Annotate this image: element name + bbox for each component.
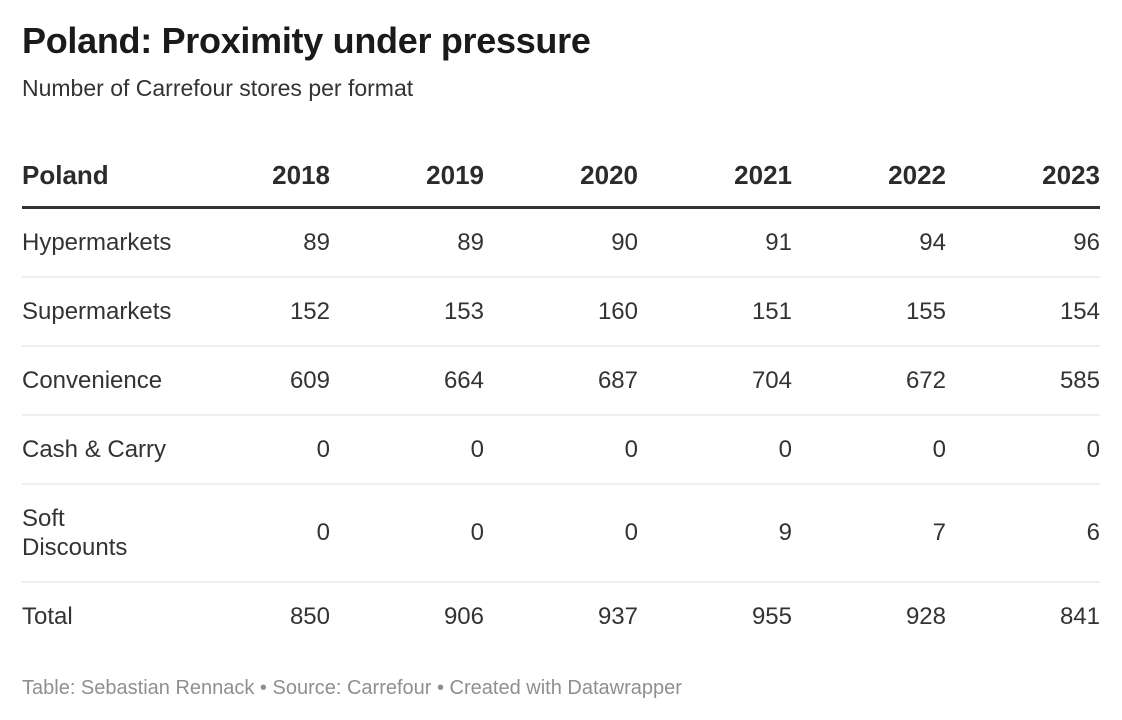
data-table: Poland 2018 2019 2020 2021 2022 2023 Hypermark… [22, 147, 1100, 650]
table-row: Soft Discounts 0 0 0 9 7 6 [22, 483, 1100, 583]
cell-value: 664 [330, 345, 484, 416]
cell-value: 906 [443, 602, 484, 630]
cell-value: 7 [792, 483, 946, 583]
cell-value: 0 [176, 414, 330, 485]
cell-value: 152 [176, 276, 330, 347]
row-label: Supermarkets [22, 276, 176, 347]
cell-value: 850 [289, 602, 330, 630]
attribution-footer: Table: Sebastian Rennack • Source: Carre… [22, 676, 682, 699]
column-header-year: 2020 [484, 147, 638, 209]
cell-value: 89 [176, 207, 330, 278]
cell-value: 89 [330, 207, 484, 278]
cell-value: 0 [176, 483, 330, 583]
column-header-label: Poland [22, 147, 176, 209]
cell-value: 687 [484, 345, 638, 416]
cell-value: 155 [792, 276, 946, 347]
cell-value: 609 [176, 345, 330, 416]
cell-value: 96 [946, 207, 1100, 278]
chart-subtitle: Number of Carrefour stores per format [22, 75, 414, 102]
cell-value: 91 [638, 207, 792, 278]
table-body: Hypermarkets 89 89 90 91 94 96 Supermarkets 152 1… [22, 207, 1100, 650]
cell-value: 94 [792, 207, 946, 278]
cell-value: 0 [330, 414, 484, 485]
cell-value: 0 [484, 483, 638, 583]
table-row: Hypermarkets 89 89 90 91 94 96 [22, 207, 1100, 278]
cell-value: 6 [946, 483, 1100, 583]
row-label: Soft Discounts [22, 483, 176, 583]
cell-value: 955 [751, 602, 792, 630]
cell-value: 153 [330, 276, 484, 347]
column-header-year: 2021 [638, 147, 792, 209]
page-title: Poland: Proximity under pressure [22, 20, 591, 61]
row-label: Cash & Carry [22, 414, 176, 485]
column-header-year: 2019 [330, 147, 484, 209]
cell-value: 160 [484, 276, 638, 347]
table-row: Cash & Carry 0 0 0 0 0 0 [22, 414, 1100, 485]
table-header-row: Poland 2018 2019 2020 2021 2022 2023 [22, 147, 1100, 209]
cell-value: 151 [638, 276, 792, 347]
cell-value: 0 [946, 414, 1100, 485]
cell-value: 0 [638, 414, 792, 485]
cell-value: 672 [792, 345, 946, 416]
row-label: Total [22, 602, 73, 630]
column-header-year: 2023 [946, 147, 1100, 209]
cell-value: 841 [1059, 602, 1100, 630]
cell-value: 0 [330, 483, 484, 583]
column-header-year: 2018 [176, 147, 330, 209]
table-row: Supermarkets 152 153 160 151 155 154 [22, 276, 1100, 347]
cell-value: 0 [792, 414, 946, 485]
column-header-year: 2022 [792, 147, 946, 209]
table-row: Total 850 906 937 955 928 841 [22, 582, 1100, 650]
cell-value: 585 [946, 345, 1100, 416]
table-row: Convenience 609 664 687 704 672 585 [22, 345, 1100, 416]
row-label: Hypermarkets [22, 207, 176, 278]
cell-value: 154 [946, 276, 1100, 347]
cell-value: 937 [597, 602, 638, 630]
row-label: Convenience [22, 345, 176, 416]
cell-value: 90 [484, 207, 638, 278]
cell-value: 0 [484, 414, 638, 485]
cell-value: 9 [638, 483, 792, 583]
cell-value: 704 [638, 345, 792, 416]
cell-value: 928 [905, 602, 946, 630]
